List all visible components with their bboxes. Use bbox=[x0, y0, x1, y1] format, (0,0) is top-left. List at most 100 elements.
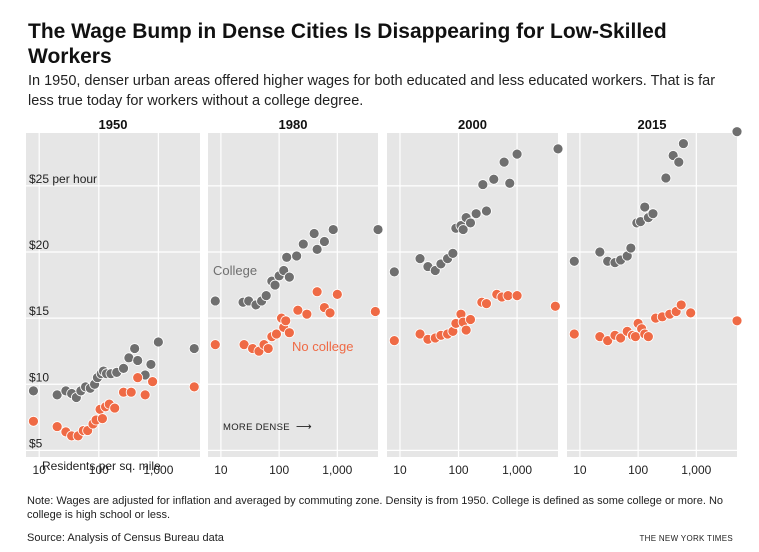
data-point-no-college bbox=[568, 328, 580, 340]
panel-title-1980: 1980 bbox=[279, 117, 308, 132]
data-point-college bbox=[465, 217, 476, 229]
data-point-college bbox=[481, 205, 492, 217]
annotation-more-dense: MORE DENSE bbox=[223, 422, 290, 433]
data-point-college bbox=[477, 179, 489, 190]
data-point-college bbox=[552, 143, 564, 155]
data-point-college bbox=[660, 172, 672, 184]
data-point-college bbox=[414, 253, 426, 265]
source-line: Source: Analysis of Census Bureau data bbox=[27, 532, 224, 544]
data-point-college bbox=[188, 343, 200, 354]
data-point-college bbox=[731, 126, 743, 138]
footnote: Note: Wages are adjusted for inflation a… bbox=[27, 495, 724, 521]
data-point-no-college bbox=[685, 307, 697, 319]
data-point-no-college bbox=[675, 299, 687, 311]
data-point-no-college bbox=[465, 314, 476, 325]
data-point-college bbox=[678, 138, 689, 149]
data-point-no-college bbox=[331, 288, 343, 300]
data-point-no-college bbox=[283, 327, 295, 339]
data-point-no-college bbox=[369, 306, 381, 317]
data-point-no-college bbox=[502, 290, 514, 302]
data-point-college bbox=[511, 148, 523, 160]
data-point-college bbox=[498, 156, 510, 168]
data-point-college bbox=[209, 295, 221, 307]
data-point-college bbox=[673, 156, 685, 168]
y-tick-label: $20 bbox=[29, 238, 49, 252]
data-point-no-college bbox=[139, 389, 151, 401]
x-tick-label: 10 bbox=[33, 463, 47, 477]
x-tick-label: 100 bbox=[89, 463, 109, 477]
x-tick-label: 1,000 bbox=[681, 463, 711, 477]
data-point-no-college bbox=[311, 286, 323, 298]
y-tick-label: $5 bbox=[29, 436, 43, 450]
data-point-college bbox=[281, 251, 293, 263]
y-tick-label: $15 bbox=[29, 304, 49, 318]
data-point-college bbox=[28, 385, 39, 397]
data-point-college bbox=[269, 279, 281, 291]
data-point-no-college bbox=[188, 381, 200, 393]
data-point-college bbox=[152, 336, 164, 348]
data-point-no-college bbox=[125, 386, 137, 398]
data-point-no-college bbox=[51, 421, 63, 432]
data-point-college bbox=[457, 224, 469, 235]
data-point-college bbox=[129, 343, 141, 354]
data-point-no-college bbox=[615, 332, 626, 344]
data-point-no-college bbox=[280, 315, 292, 327]
data-point-no-college bbox=[28, 415, 39, 427]
data-point-no-college bbox=[132, 372, 144, 384]
panel-background-1980 bbox=[208, 133, 378, 457]
x-tick-label: 10 bbox=[573, 463, 587, 477]
data-point-college bbox=[625, 242, 637, 254]
data-point-college bbox=[327, 224, 339, 235]
panel-background-2000 bbox=[387, 133, 558, 457]
data-point-no-college bbox=[262, 343, 274, 354]
x-tick-label: 10 bbox=[214, 463, 228, 477]
data-point-college bbox=[283, 271, 295, 283]
data-point-no-college bbox=[271, 328, 282, 340]
data-point-college bbox=[504, 177, 516, 189]
data-point-college bbox=[291, 250, 303, 262]
x-tick-label: 100 bbox=[269, 463, 289, 477]
chart-subtitle: In 1950, denser urban areas offered high… bbox=[28, 73, 716, 109]
data-point-no-college bbox=[388, 335, 400, 347]
data-point-no-college bbox=[324, 307, 336, 319]
data-point-college bbox=[594, 246, 606, 258]
data-point-no-college bbox=[602, 335, 614, 347]
x-tick-label: 10 bbox=[393, 463, 407, 477]
data-point-college bbox=[447, 247, 459, 259]
panel-title-2015: 2015 bbox=[638, 117, 667, 132]
data-point-college bbox=[311, 243, 323, 255]
data-point-no-college bbox=[147, 376, 158, 388]
legend-college: College bbox=[213, 263, 257, 278]
data-point-no-college bbox=[511, 290, 523, 302]
data-point-no-college bbox=[460, 324, 472, 336]
data-point-college bbox=[488, 173, 500, 185]
data-point-college bbox=[639, 201, 651, 213]
data-point-no-college bbox=[301, 308, 313, 320]
data-point-college bbox=[388, 266, 400, 278]
x-axis-label: Residents per sq. mile bbox=[42, 459, 161, 473]
y-tick-label: $10 bbox=[29, 370, 49, 384]
x-tick-label: 1,000 bbox=[322, 463, 352, 477]
data-point-no-college bbox=[414, 328, 426, 340]
more-dense-arrow: ⟶ bbox=[296, 420, 312, 433]
credit-line: THE NEW YORK TIMES bbox=[639, 534, 733, 543]
data-point-no-college bbox=[209, 339, 221, 350]
data-point-college bbox=[647, 208, 659, 220]
data-point-college bbox=[568, 255, 580, 267]
panel-background-2015 bbox=[567, 133, 737, 457]
x-tick-label: 1,000 bbox=[143, 463, 173, 477]
x-tick-label: 1,000 bbox=[502, 463, 532, 477]
data-point-college bbox=[132, 355, 144, 366]
data-point-college bbox=[372, 224, 384, 235]
data-point-college bbox=[145, 359, 157, 370]
legend-no-college: No college bbox=[292, 339, 353, 354]
chart-title: The Wage Bump in Dense Cities Is Disappe… bbox=[28, 20, 667, 68]
data-point-no-college bbox=[642, 331, 654, 343]
x-tick-label: 100 bbox=[449, 463, 469, 477]
panel-title-2000: 2000 bbox=[458, 117, 487, 132]
data-point-college bbox=[297, 238, 309, 250]
data-point-no-college bbox=[97, 413, 108, 425]
data-point-no-college bbox=[109, 402, 121, 414]
data-point-no-college bbox=[549, 300, 561, 312]
